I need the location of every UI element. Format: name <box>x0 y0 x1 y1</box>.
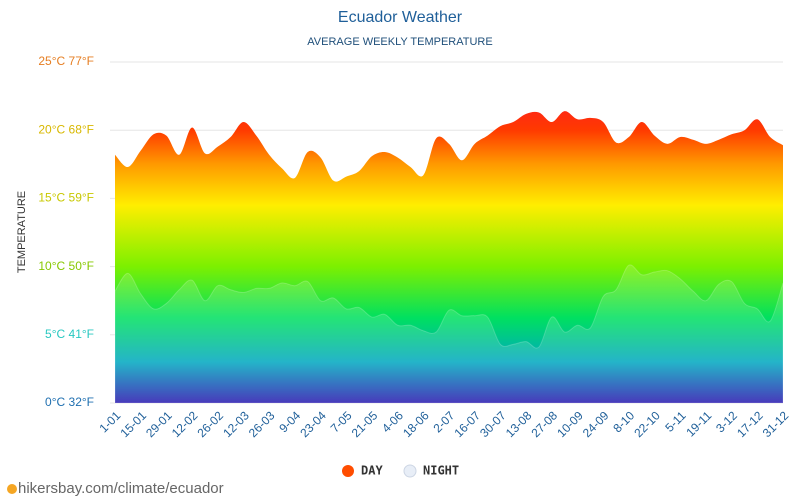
source: hikersbay.com/climate/ecuador <box>18 480 224 497</box>
x-tick-label: 29-01 <box>143 408 175 440</box>
x-tick-label: 21-05 <box>349 408 381 440</box>
x-tick-label: 27-08 <box>529 408 561 440</box>
chart-subtitle: AVERAGE WEEKLY TEMPERATURE <box>307 36 492 48</box>
x-tick-label: 16-07 <box>451 408 483 440</box>
legend-marker <box>342 465 354 477</box>
x-tick-label: 17-12 <box>734 408 766 440</box>
x-tick-label: 15-01 <box>117 408 149 440</box>
x-tick-label: 24-09 <box>580 408 612 440</box>
y-tick-label: 5°C 41°F <box>45 327 94 341</box>
y-tick-label: 0°C 32°F <box>45 395 94 409</box>
area-1 <box>114 264 784 404</box>
x-tick-label: 10-09 <box>554 408 586 440</box>
plot: 0°C 32°F 5°C 41°F 10°C 50°F 15°C 59°F 20°C 6… <box>38 54 791 440</box>
x-tick-label: 22-10 <box>631 408 663 440</box>
y-tick-label: 20°C 68°F <box>38 122 94 136</box>
legend-marker <box>403 464 417 478</box>
x-tick-label: 12-02 <box>169 408 201 440</box>
legend-label: DAY <box>361 464 383 478</box>
y-axis-label: TEMPERATURE <box>16 191 28 273</box>
x-tick-label: 26-03 <box>246 408 278 440</box>
x-tick-label: 31-12 <box>760 408 792 440</box>
pin-icon <box>7 484 17 494</box>
x-tick-label: 18-06 <box>400 408 432 440</box>
y-tick-label: 15°C 59°F <box>38 191 94 205</box>
y-tick-label: 25°C 77°F <box>38 54 94 68</box>
x-tick-label: 26-02 <box>195 408 227 440</box>
chart-title: Ecuador Weather <box>338 9 463 26</box>
legend-label: NIGHT <box>423 464 459 478</box>
x-tick-label: 13-08 <box>503 408 535 440</box>
x-tick-label: 23-04 <box>297 408 329 440</box>
area-0 <box>115 111 783 403</box>
x-tick-label: 19-11 <box>683 408 714 439</box>
x-tick-label: 12-03 <box>220 408 252 440</box>
x-tick-label: 30-07 <box>477 408 509 440</box>
y-tick-label: 10°C 50°F <box>38 259 94 273</box>
